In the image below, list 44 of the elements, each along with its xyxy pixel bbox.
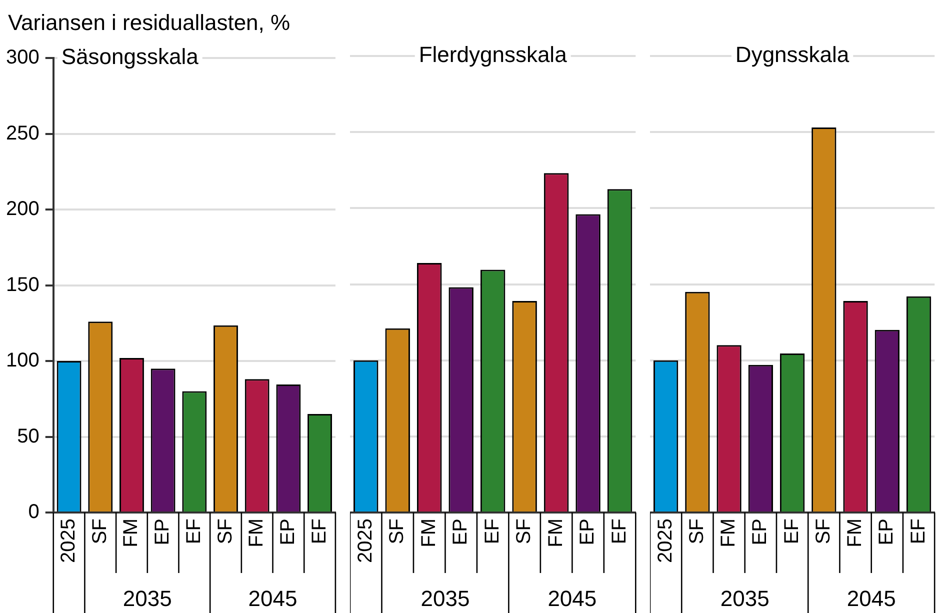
y-tick-label: 300 bbox=[6, 46, 40, 69]
y-tick-label: 150 bbox=[6, 274, 40, 296]
text: 2045 bbox=[248, 586, 298, 612]
y-tick-label: 0 bbox=[28, 501, 40, 524]
x-tick-label: EF bbox=[481, 518, 504, 544]
text: 2045 bbox=[548, 586, 597, 612]
x-tick-label: FM bbox=[120, 518, 142, 548]
text: 2035 bbox=[122, 586, 172, 612]
x-tick-label: SF bbox=[812, 518, 834, 544]
x-tick-label: EP bbox=[576, 518, 599, 546]
chart-title: Säsongsskala bbox=[61, 44, 200, 70]
x-tick-label: FM bbox=[246, 518, 268, 548]
x-tick-label: 2025 bbox=[58, 518, 80, 564]
y-tick-label: 50 bbox=[17, 425, 40, 448]
x-tick-label: FM bbox=[844, 518, 866, 548]
x-tick-label: EP bbox=[749, 518, 772, 546]
x-tick-label: EF bbox=[182, 518, 205, 544]
x-tick-label: EF bbox=[907, 518, 930, 544]
text: 2035 bbox=[720, 586, 770, 612]
y-tick-label: 250 bbox=[6, 122, 40, 144]
x-tick-label: EP bbox=[876, 518, 898, 546]
x-tick-label: EP bbox=[450, 518, 472, 546]
text: 2045 bbox=[846, 586, 896, 612]
x-tick-label: 2025 bbox=[654, 518, 676, 564]
x-tick-label: SF bbox=[214, 518, 236, 544]
x-tick-label: EP bbox=[152, 518, 174, 546]
x-tick-label: 2025 bbox=[354, 518, 376, 564]
text: 2035 bbox=[420, 586, 470, 612]
x-tick-label: EF bbox=[608, 518, 630, 544]
x-tick-label: FM bbox=[718, 518, 740, 548]
y-tick-label: 200 bbox=[6, 198, 40, 220]
y-axis-title: Variansen i residuallasten, % bbox=[7, 9, 292, 37]
x-tick-label: SF bbox=[386, 518, 408, 544]
x-tick-label: SF bbox=[88, 518, 111, 544]
chart-title: Dygnsskala bbox=[735, 42, 850, 68]
y-tick-label: 100 bbox=[6, 350, 40, 372]
chart-title: Flerdygnsskala bbox=[418, 42, 568, 68]
x-tick-label: SF bbox=[686, 518, 708, 544]
x-tick-label: SF bbox=[513, 518, 536, 544]
x-tick-label: EF bbox=[780, 518, 803, 544]
x-tick-label: FM bbox=[544, 518, 567, 548]
x-tick-label: EF bbox=[308, 518, 330, 544]
x-tick-label: EP bbox=[276, 518, 299, 546]
x-tick-label: FM bbox=[418, 518, 440, 548]
